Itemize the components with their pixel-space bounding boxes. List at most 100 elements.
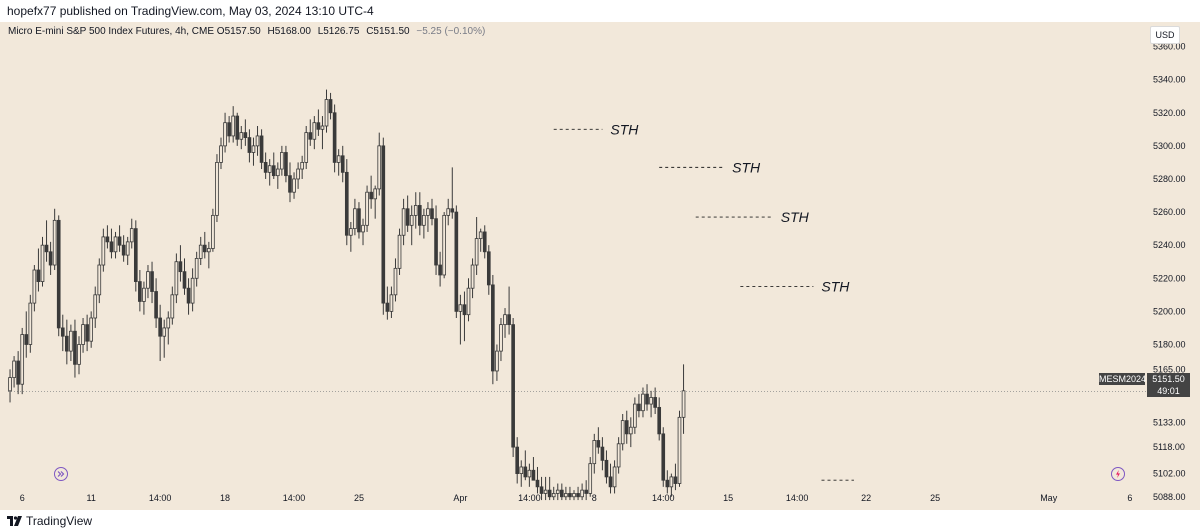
candle	[608, 463, 613, 494]
candle	[133, 220, 138, 292]
candle-body	[263, 162, 268, 173]
candle-body	[486, 251, 491, 286]
lightning-icon[interactable]	[1111, 467, 1125, 481]
candle	[588, 457, 593, 497]
candle-body	[446, 208, 451, 216]
candle	[645, 384, 649, 411]
candle	[142, 281, 146, 315]
candle-body	[223, 122, 227, 147]
y-tick-label: 5180.00	[1153, 339, 1186, 349]
candle-body	[133, 228, 138, 282]
candle-body	[178, 261, 183, 273]
y-tick-label: 5320.00	[1153, 108, 1186, 118]
candle	[515, 437, 520, 484]
sth-label: STH	[610, 121, 639, 137]
candle	[154, 278, 158, 328]
candle-body	[661, 433, 666, 481]
candle-body	[194, 258, 199, 279]
candle-body	[308, 132, 313, 140]
candle-body	[150, 271, 154, 292]
candle	[296, 162, 300, 189]
candle	[353, 198, 357, 236]
candle	[81, 318, 85, 353]
candle	[527, 463, 532, 487]
candle-body	[296, 168, 300, 180]
countdown-tag: 49:01	[1147, 385, 1190, 397]
candle-body	[336, 155, 341, 163]
candle-body	[612, 466, 617, 488]
candle-body	[198, 244, 203, 259]
candle-body	[16, 360, 20, 385]
candle-body	[438, 264, 442, 276]
footer-bar: TradingView	[0, 510, 1200, 532]
candle-body	[401, 208, 406, 236]
candle	[150, 261, 154, 304]
candle-body	[328, 99, 333, 114]
high-label: H	[267, 26, 275, 37]
candle	[227, 116, 231, 143]
publisher-bar: hopefx77 published on TradingView.com, M…	[0, 0, 1200, 22]
candle	[628, 417, 633, 448]
candle	[405, 195, 410, 232]
candle-body	[219, 145, 223, 163]
candle	[397, 228, 402, 275]
candle	[503, 308, 507, 338]
currency-button[interactable]: USD	[1150, 26, 1180, 44]
candle	[93, 286, 98, 328]
candle-body	[669, 476, 674, 488]
jump-forward-icon[interactable]	[54, 467, 68, 481]
candle-body	[166, 317, 171, 329]
candle	[637, 394, 641, 418]
candle-body	[40, 244, 45, 282]
candle-body	[267, 165, 272, 173]
candle	[207, 241, 211, 269]
x-tick-label: May	[1040, 493, 1058, 503]
x-tick-label: Apr	[453, 493, 467, 503]
candle	[458, 294, 463, 345]
candle	[507, 286, 511, 335]
x-tick-label: 15	[723, 493, 733, 503]
candle-body	[673, 476, 678, 484]
price-chart[interactable]: STH STH STH STH 5360.00 5340.00 5320.00 5300.0…	[0, 22, 1200, 510]
candle	[511, 318, 515, 458]
candle	[393, 258, 398, 302]
candle	[620, 414, 625, 451]
candle-body	[628, 426, 633, 435]
candle	[251, 137, 256, 166]
candle-body	[381, 145, 386, 304]
candle	[430, 198, 434, 226]
x-tick-label: 14:00	[518, 493, 541, 503]
candle-body	[52, 219, 57, 266]
candle-body	[361, 224, 365, 233]
candle-body	[332, 112, 337, 163]
candle-body	[426, 208, 430, 216]
candle	[324, 89, 329, 133]
candle	[235, 112, 240, 146]
candle-body	[397, 234, 402, 269]
candle	[369, 175, 373, 209]
candle-body	[349, 228, 353, 236]
candle	[349, 222, 353, 252]
y-tick-label: 5300.00	[1153, 141, 1186, 151]
chart-area[interactable]: STH STH STH STH 5360.00 5340.00 5320.00 5300.0…	[0, 22, 1200, 510]
candle	[491, 274, 495, 385]
candle	[344, 159, 349, 246]
candle-body	[624, 420, 629, 435]
candle-body	[523, 466, 528, 478]
candle	[138, 270, 142, 312]
candle-body	[495, 350, 499, 372]
close-value: 5151.50	[373, 26, 410, 37]
candle	[592, 433, 597, 474]
candle	[40, 236, 45, 287]
candle-body	[568, 493, 572, 498]
candle-body	[101, 236, 106, 266]
candle-body	[215, 162, 219, 216]
candle-body	[442, 214, 446, 276]
candle-body	[592, 440, 597, 465]
candle	[211, 208, 215, 252]
low-label: L	[317, 26, 324, 37]
candle-body	[385, 302, 390, 312]
close-label: C	[366, 26, 374, 37]
candle-body	[641, 393, 645, 412]
candle-body	[450, 208, 455, 213]
